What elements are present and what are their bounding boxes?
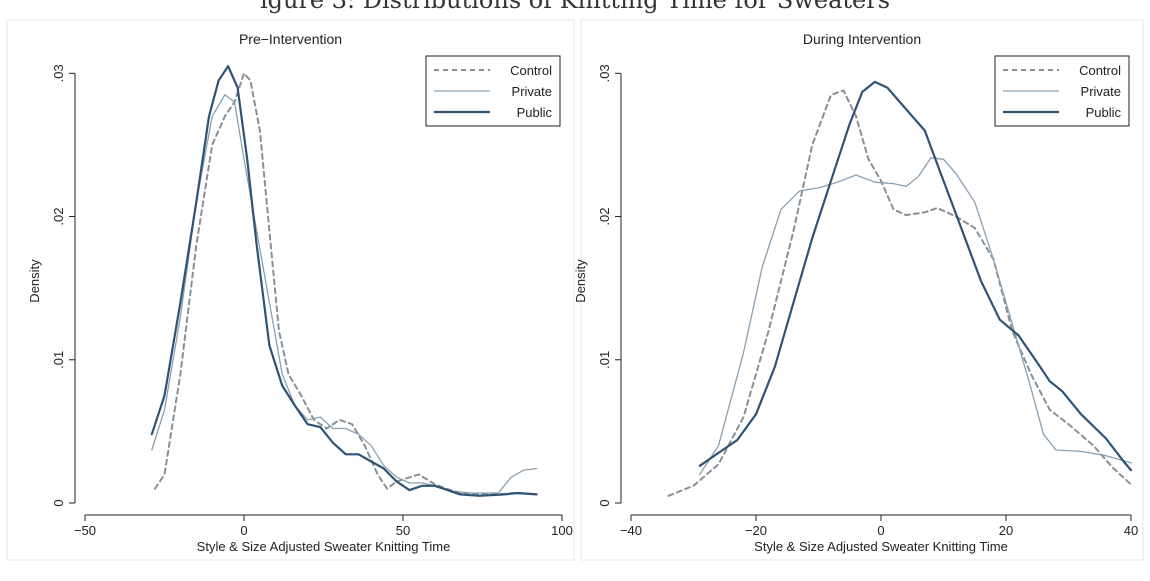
panel-pre-intervention: Pre−Intervention 0 .01 .02 .03 −50 0 50 100 Style…: [6, 19, 575, 561]
legend-label-control: Control: [1079, 63, 1121, 78]
legend: Control Private Public: [425, 55, 561, 127]
x-tick-label: 20: [999, 523, 1013, 538]
series-line-public: [698, 80, 1133, 472]
x-tick-label: 0: [877, 523, 884, 538]
legend-label-public: Public: [517, 105, 553, 120]
y-tick-label: .02: [597, 208, 612, 226]
panel-during-intervention: During Intervention 0 .01 .02 .03 −40 −20 0 20 40…: [573, 19, 1144, 561]
series-line-public: [150, 65, 538, 497]
y-tick-label: .02: [51, 208, 66, 226]
legend: Control Private Public: [994, 55, 1130, 127]
y-tick-label: 0: [597, 499, 612, 506]
legend-label-public: Public: [1086, 105, 1122, 120]
panel-title: Pre−Intervention: [239, 31, 342, 47]
x-tick-label: 0: [240, 523, 247, 538]
x-axis-title: Style & Size Adjusted Sweater Knitting T…: [197, 539, 451, 554]
legend-label-control: Control: [510, 63, 552, 78]
panel-title: During Intervention: [803, 31, 921, 47]
series-line-private: [699, 157, 1132, 476]
y-tick-label: 0: [51, 499, 66, 506]
y-tick-label: .03: [597, 64, 612, 82]
series-line-control: [667, 89, 1132, 497]
series-line-control: [154, 72, 538, 496]
y-tick-label: .03: [51, 64, 66, 82]
y-tick-label: .01: [597, 351, 612, 369]
x-tick-label: −50: [74, 523, 96, 538]
y-axis-title: Density: [27, 259, 42, 303]
legend-label-private: Private: [1081, 84, 1121, 99]
x-tick-label: 40: [1124, 523, 1138, 538]
x-axis-title: Style & Size Adjusted Sweater Knitting T…: [754, 539, 1008, 554]
y-tick-label: .01: [51, 351, 66, 369]
x-tick-label: −40: [620, 523, 642, 538]
figure-caption: igure 3: Distributions of Knitting Time …: [259, 0, 891, 14]
x-tick-label: 50: [396, 523, 410, 538]
series-line-private: [151, 94, 538, 494]
legend-label-private: Private: [512, 84, 552, 99]
y-axis-title: Density: [573, 259, 588, 303]
x-tick-label: 100: [551, 523, 573, 538]
x-tick-label: −20: [745, 523, 767, 538]
